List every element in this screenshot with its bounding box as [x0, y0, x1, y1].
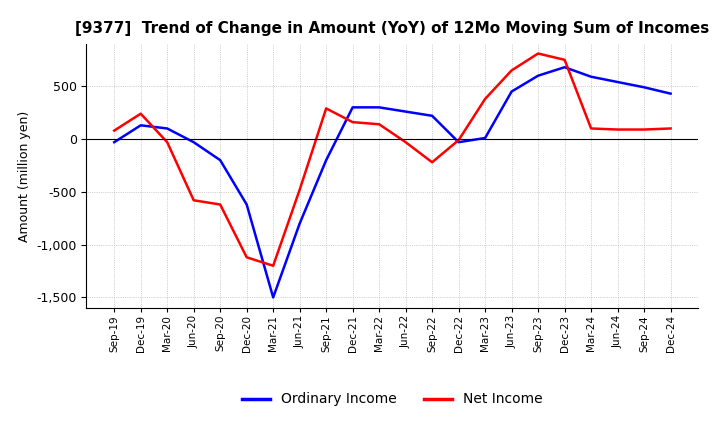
Net Income	[401, 139, 410, 145]
Net Income	[216, 202, 225, 207]
Net Income	[640, 127, 649, 132]
Net Income	[348, 120, 357, 125]
Net Income	[163, 139, 171, 145]
Ordinary Income	[560, 65, 569, 70]
Ordinary Income	[666, 91, 675, 96]
Ordinary Income	[454, 139, 463, 145]
Ordinary Income	[322, 158, 330, 163]
Net Income	[560, 57, 569, 62]
Net Income	[136, 111, 145, 116]
Net Income	[295, 187, 304, 192]
Net Income	[189, 198, 198, 203]
Line: Net Income: Net Income	[114, 54, 670, 266]
Net Income	[666, 126, 675, 131]
Ordinary Income	[640, 84, 649, 90]
Ordinary Income	[587, 74, 595, 79]
Ordinary Income	[163, 126, 171, 131]
Net Income	[243, 255, 251, 260]
Ordinary Income	[189, 139, 198, 145]
Net Income	[110, 128, 119, 133]
Net Income	[481, 96, 490, 102]
Ordinary Income	[348, 105, 357, 110]
Ordinary Income	[375, 105, 384, 110]
Net Income	[534, 51, 542, 56]
Ordinary Income	[269, 295, 277, 300]
Net Income	[508, 68, 516, 73]
Title: [9377]  Trend of Change in Amount (YoY) of 12Mo Moving Sum of Incomes: [9377] Trend of Change in Amount (YoY) o…	[76, 21, 709, 36]
Y-axis label: Amount (million yen): Amount (million yen)	[18, 110, 31, 242]
Ordinary Income	[508, 89, 516, 94]
Ordinary Income	[136, 123, 145, 128]
Net Income	[613, 127, 622, 132]
Ordinary Income	[428, 113, 436, 118]
Ordinary Income	[243, 202, 251, 207]
Net Income	[322, 106, 330, 111]
Ordinary Income	[401, 109, 410, 114]
Ordinary Income	[613, 79, 622, 84]
Ordinary Income	[216, 158, 225, 163]
Net Income	[454, 137, 463, 143]
Ordinary Income	[534, 73, 542, 78]
Net Income	[428, 160, 436, 165]
Line: Ordinary Income: Ordinary Income	[114, 67, 670, 297]
Ordinary Income	[295, 221, 304, 226]
Net Income	[375, 121, 384, 127]
Ordinary Income	[110, 139, 119, 145]
Legend: Ordinary Income, Net Income: Ordinary Income, Net Income	[236, 387, 549, 412]
Net Income	[587, 126, 595, 131]
Net Income	[269, 263, 277, 268]
Ordinary Income	[481, 136, 490, 141]
